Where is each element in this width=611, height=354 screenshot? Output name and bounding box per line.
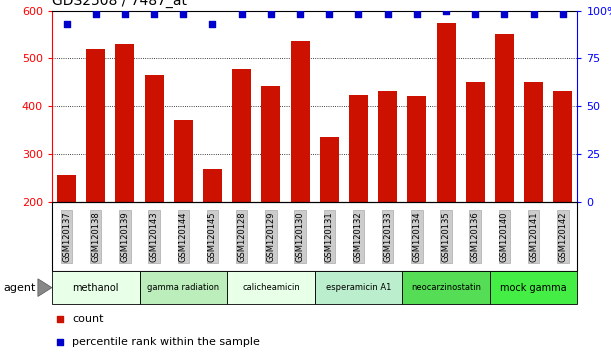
Bar	[52, 271, 139, 304]
Text: GSM120138: GSM120138	[91, 211, 100, 262]
Text: count: count	[72, 314, 103, 324]
Bar	[291, 41, 310, 202]
Point	[295, 12, 305, 17]
Point	[354, 12, 364, 17]
Text: GSM120145: GSM120145	[208, 211, 217, 262]
Text: GSM120137: GSM120137	[62, 211, 71, 262]
Text: mock gamma: mock gamma	[500, 282, 567, 293]
Bar	[402, 271, 490, 304]
Text: GSM120131: GSM120131	[325, 211, 334, 262]
Point	[470, 12, 480, 17]
Point	[178, 12, 188, 17]
Bar	[139, 271, 227, 304]
Bar	[203, 169, 222, 202]
Bar	[436, 23, 456, 202]
Text: GSM120136: GSM120136	[470, 211, 480, 262]
Text: GSM120129: GSM120129	[266, 211, 276, 262]
Text: GSM120143: GSM120143	[150, 211, 159, 262]
Point	[120, 12, 130, 17]
Text: GSM120133: GSM120133	[383, 211, 392, 262]
Bar	[57, 176, 76, 202]
Point	[558, 12, 568, 17]
Point	[500, 12, 510, 17]
Bar	[86, 49, 105, 202]
Bar	[115, 44, 134, 202]
Text: GSM120140: GSM120140	[500, 211, 509, 262]
Text: GSM120130: GSM120130	[296, 211, 304, 262]
Text: calicheamicin: calicheamicin	[242, 283, 300, 292]
Bar	[145, 75, 164, 202]
Bar	[524, 82, 543, 202]
Bar	[232, 69, 251, 202]
Point	[441, 8, 451, 13]
Point	[324, 12, 334, 17]
Bar	[315, 271, 402, 304]
Bar	[174, 120, 193, 202]
Text: GSM120134: GSM120134	[412, 211, 422, 262]
Text: GSM120139: GSM120139	[120, 211, 130, 262]
Point	[149, 12, 159, 17]
Polygon shape	[38, 279, 52, 297]
Text: GSM120132: GSM120132	[354, 211, 363, 262]
Text: esperamicin A1: esperamicin A1	[326, 283, 391, 292]
Point	[382, 12, 392, 17]
Text: GDS2508 / 7487_at: GDS2508 / 7487_at	[52, 0, 187, 8]
Point	[266, 12, 276, 17]
Bar	[490, 271, 577, 304]
Point	[91, 12, 101, 17]
Text: GSM120142: GSM120142	[558, 211, 567, 262]
Text: percentile rank within the sample: percentile rank within the sample	[72, 337, 260, 347]
Bar	[554, 91, 573, 202]
Text: GSM120128: GSM120128	[237, 211, 246, 262]
Bar	[466, 82, 485, 202]
Text: methanol: methanol	[73, 282, 119, 293]
Point	[237, 12, 247, 17]
Bar	[495, 34, 514, 202]
Point	[55, 339, 65, 345]
Text: GSM120141: GSM120141	[529, 211, 538, 262]
Point	[208, 21, 218, 27]
Text: GSM120144: GSM120144	[179, 211, 188, 262]
Bar	[320, 137, 338, 202]
Text: agent: agent	[3, 282, 35, 293]
Text: gamma radiation: gamma radiation	[147, 283, 219, 292]
Bar	[349, 95, 368, 202]
Point	[412, 12, 422, 17]
Point	[529, 12, 538, 17]
Bar	[408, 96, 426, 202]
Bar	[378, 91, 397, 202]
Bar	[227, 271, 315, 304]
Text: neocarzinostatin: neocarzinostatin	[411, 283, 481, 292]
Bar	[262, 86, 280, 202]
Point	[62, 21, 71, 27]
Point	[55, 316, 65, 321]
Text: GSM120135: GSM120135	[442, 211, 450, 262]
